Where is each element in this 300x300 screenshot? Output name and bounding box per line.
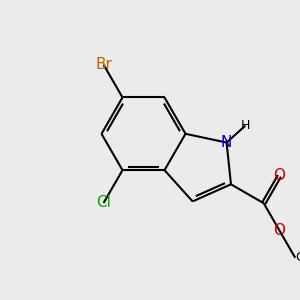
Text: N: N [221,135,232,150]
Text: Br: Br [95,57,112,72]
Text: H: H [241,119,250,132]
Text: O: O [274,168,286,183]
Text: O: O [274,223,286,238]
Text: Cl: Cl [96,195,111,210]
Text: CH₃: CH₃ [295,251,300,264]
